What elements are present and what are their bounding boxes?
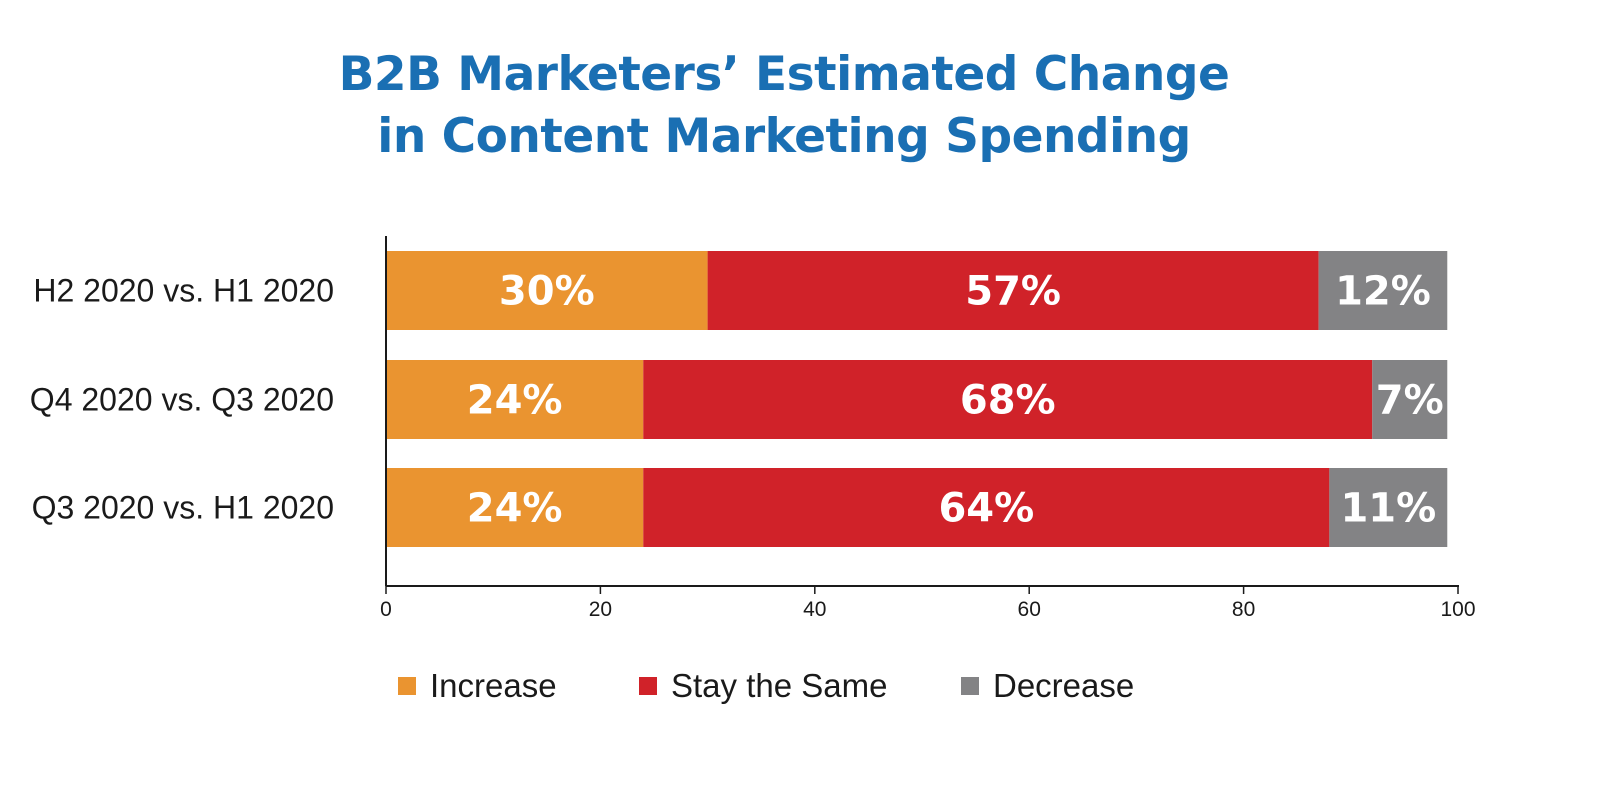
bar-value-label-stay-the-same-2: 68%: [960, 378, 1056, 424]
chart-title: B2B Marketers’ Estimated Change in Conte…: [0, 44, 1568, 168]
bar-stay-the-same-3: [643, 468, 1330, 547]
legend-item-stay-the-same: Stay the Same: [639, 666, 887, 706]
x-tick-label-20: 20: [589, 598, 612, 621]
category-label-1: H2 2020 vs. H1 2020: [33, 273, 334, 309]
bar-increase-3: [386, 468, 644, 547]
legend-swatch-increase: [398, 677, 416, 695]
bar-decrease-1: [1318, 251, 1448, 330]
bar-value-label-decrease-3: 11%: [1340, 486, 1436, 532]
legend: Increase Stay the Same Decrease: [0, 666, 1568, 706]
x-tick-label-60: 60: [1018, 598, 1041, 621]
legend-item-increase: Increase: [398, 666, 557, 706]
x-tick-label-100: 100: [1440, 598, 1475, 621]
bar-value-label-increase-2: 24%: [467, 378, 563, 424]
legend-swatch-stay-the-same: [639, 677, 657, 695]
x-tick-label-40: 40: [803, 598, 826, 621]
category-label-3: Q3 2020 vs. H1 2020: [32, 490, 334, 526]
chart-title-line-2: in Content Marketing Spending: [377, 109, 1191, 164]
category-label-2: Q4 2020 vs. Q3 2020: [30, 382, 334, 418]
legend-swatch-decrease: [961, 677, 979, 695]
bar-value-label-stay-the-same-1: 57%: [965, 269, 1061, 315]
bar-value-label-decrease-2: 7%: [1376, 378, 1444, 424]
bar-increase-2: [386, 360, 644, 439]
bar-decrease-3: [1329, 468, 1448, 547]
x-tick-label-80: 80: [1232, 598, 1255, 621]
legend-label-decrease: Decrease: [993, 667, 1135, 704]
bar-value-label-increase-1: 30%: [499, 269, 595, 315]
legend-item-decrease: Decrease: [961, 666, 1134, 706]
chart-title-line-1: B2B Marketers’ Estimated Change: [338, 47, 1230, 102]
legend-label-increase: Increase: [430, 667, 557, 704]
bar-stay-the-same-1: [707, 251, 1319, 330]
bar-value-label-increase-3: 24%: [467, 486, 563, 532]
bar-value-label-decrease-1: 12%: [1335, 269, 1431, 315]
bar-stay-the-same-2: [643, 360, 1373, 439]
x-tick-label-0: 0: [380, 598, 392, 621]
legend-label-stay-the-same: Stay the Same: [671, 667, 888, 704]
bar-value-label-stay-the-same-3: 64%: [938, 486, 1034, 532]
bar-decrease-2: [1372, 360, 1448, 439]
bar-increase-1: [386, 251, 708, 330]
